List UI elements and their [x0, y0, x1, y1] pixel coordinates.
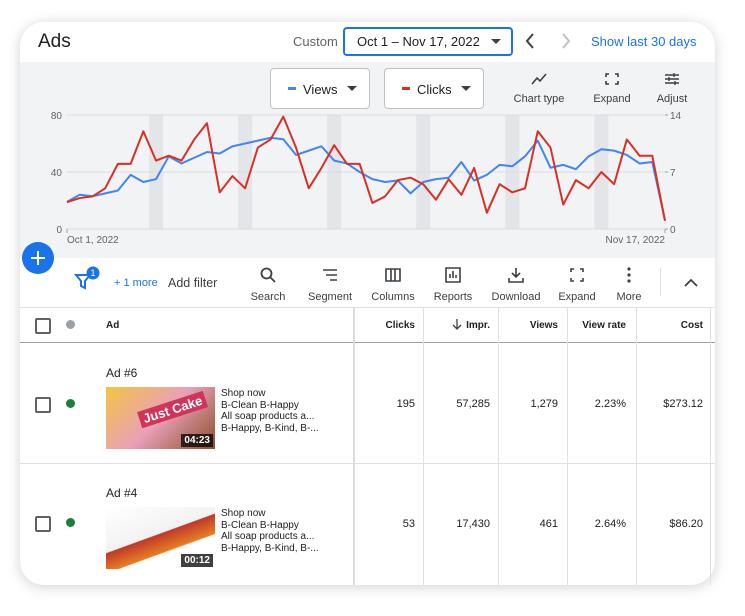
cell: 2.64% [594, 518, 626, 530]
legend-swatch [288, 87, 296, 90]
reports-tool[interactable]: Reports [421, 267, 485, 305]
col-header[interactable]: Cost [680, 320, 703, 331]
cell: $273.12 [663, 398, 703, 410]
download-tool[interactable]: Download [484, 267, 548, 305]
col-border [498, 307, 499, 585]
ad-line: B-Happy, B-Kind, B-... [221, 422, 319, 434]
caret [461, 86, 471, 91]
control-label: Adjust [656, 93, 688, 105]
ad-text: Shop now B-Clean B-Happy All soap products… [221, 508, 319, 554]
col-border [567, 307, 568, 585]
table-row: Ad #6 Just Cake 04:23 Shop now B-Clean B-… [20, 343, 715, 463]
ad-line: B-Happy, B-Kind, B-... [221, 542, 319, 554]
status-dot [66, 399, 75, 408]
cell: 17,430 [456, 518, 490, 530]
col-border [423, 307, 424, 585]
control-label: Expand [593, 93, 631, 105]
ad-line: B-Clean B-Happy [221, 519, 299, 531]
shortcut-link[interactable]: Show last 30 days [591, 34, 697, 49]
ad-line: All soap products a... [221, 531, 315, 542]
tool-label: Download [491, 291, 541, 303]
col-header: Ad [106, 320, 120, 331]
row-border [20, 342, 715, 343]
cell: 195 [396, 398, 415, 410]
collapse-button[interactable] [684, 278, 698, 288]
chart-type-button[interactable]: Chart type [507, 73, 571, 107]
frozen-divider [353, 307, 355, 585]
ads-table: Ad Clicks Impr. Views View rate Cost Ad … [20, 307, 715, 585]
filter-icon[interactable]: 1 [74, 266, 102, 292]
duration: 04:23 [181, 434, 213, 447]
ad-line: B-Clean B-Happy [221, 399, 299, 411]
thumbnail-text: Just Cake [137, 390, 209, 429]
date-picker[interactable]: Oct 1 – Nov 17, 2022 [343, 27, 513, 56]
row-checkbox[interactable] [35, 516, 51, 532]
date-mode: Custom [293, 34, 338, 49]
control-label: Chart type [513, 93, 565, 105]
tool-label: Reports [433, 291, 473, 303]
legend-swatch [402, 87, 410, 90]
expand-tool[interactable]: Expand [545, 267, 609, 305]
cell: 2.23% [594, 398, 626, 410]
add-button[interactable] [21, 241, 55, 275]
legend-views[interactable]: Views [270, 68, 370, 109]
columns-tool[interactable]: Columns [361, 267, 425, 305]
legend-label: Views [303, 82, 338, 97]
caret [491, 39, 501, 44]
more-filters[interactable]: + 1 more [114, 277, 158, 289]
tool-label: Expand [558, 291, 596, 303]
ad-text: Shop now B-Clean B-Happy All soap products… [221, 388, 319, 434]
col-header[interactable]: Views [529, 320, 558, 331]
ad-line: Shop now [221, 508, 266, 519]
cell: 461 [539, 518, 558, 530]
more-tool[interactable]: More [597, 267, 661, 305]
status-dot [66, 518, 75, 527]
col-border [636, 307, 637, 585]
col-header[interactable]: Clicks [385, 320, 415, 331]
duration: 00:12 [181, 554, 213, 567]
cell: $86.20 [669, 518, 703, 530]
divider [660, 268, 661, 296]
thumbnail: Just Cake 04:23 [106, 387, 215, 449]
thumbnail: 00:12 [106, 507, 215, 569]
row-checkbox[interactable] [35, 397, 51, 413]
add-filter[interactable]: Add filter [168, 276, 218, 290]
col-header[interactable]: Impr. [466, 320, 490, 331]
cell: 1,279 [530, 398, 558, 410]
cell: 57,285 [456, 398, 490, 410]
col-border [710, 307, 711, 585]
legend-clicks[interactable]: Clicks [384, 68, 484, 109]
sort-arrow [452, 319, 462, 330]
date-range: Oct 1 – Nov 17, 2022 [357, 34, 480, 49]
ad-line: All soap products a... [221, 411, 315, 422]
page-title: Ads [38, 31, 71, 52]
row-border [20, 307, 715, 308]
table-row: Ad #4 00:12 Shop now B-Clean B-Happy All s… [20, 463, 715, 585]
ad-name: Ad #4 [106, 486, 138, 500]
segment-tool[interactable]: Segment [298, 267, 362, 305]
row-border [20, 463, 715, 464]
adjust-button[interactable]: Adjust [640, 73, 704, 107]
tool-label: Segment [307, 291, 353, 303]
status-header [66, 320, 75, 329]
select-all[interactable] [35, 318, 51, 334]
tool-label: More [616, 291, 642, 303]
legend-label: Clicks [417, 82, 452, 97]
col-header[interactable]: View rate [582, 320, 626, 331]
ad-name: Ad #6 [106, 366, 138, 380]
filter-count: 1 [90, 268, 95, 278]
tool-label: Columns [371, 291, 415, 303]
search-tool[interactable]: Search [236, 267, 300, 305]
chart-expand-button[interactable]: Expand [580, 73, 644, 107]
caret [347, 86, 357, 91]
tool-label: Search [250, 291, 286, 303]
date-arrows[interactable] [523, 31, 583, 51]
ad-line: Shop now [221, 388, 266, 399]
cell: 53 [402, 518, 415, 530]
